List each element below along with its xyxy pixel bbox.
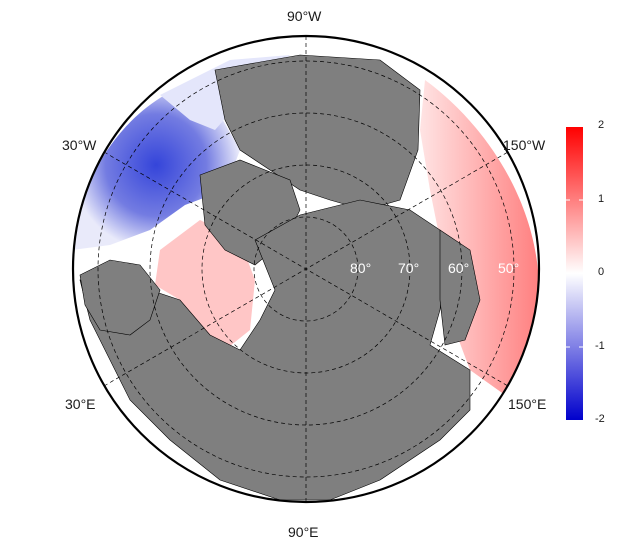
lat-label-80: 80° — [350, 260, 371, 276]
colorbar-tick-marks — [566, 199, 583, 348]
map-frame — [71, 34, 541, 504]
lon-label-bottom: 90°E — [288, 524, 319, 540]
colorbar-label-0: 0 — [598, 266, 605, 278]
lat-label-50: 50° — [498, 260, 519, 276]
lon-label-upper-right: 150°W — [503, 137, 546, 153]
land-scandinavia — [79, 259, 161, 336]
colorbar-label-1: 1 — [598, 193, 605, 205]
land-masses — [79, 54, 481, 501]
lat-label-70: 70° — [398, 260, 419, 276]
lon-label-upper-left: 30°W — [62, 137, 97, 153]
lat-label-60: 60° — [448, 260, 469, 276]
land-alaska-kamchatka — [439, 229, 481, 346]
lon-label-top: 90°W — [287, 8, 322, 24]
positive-anomaly-region-east — [420, 80, 538, 395]
lon-label-lower-left: 30°E — [65, 396, 96, 412]
colorbar-ramp — [566, 127, 583, 420]
colorbar-label-neg2: -2 — [595, 413, 605, 425]
colorbar-label-neg1: -1 — [595, 340, 605, 352]
colorbar-label-2: 2 — [598, 119, 605, 131]
graticule — [97, 36, 515, 502]
lon-label-lower-right: 150°E — [508, 396, 547, 412]
